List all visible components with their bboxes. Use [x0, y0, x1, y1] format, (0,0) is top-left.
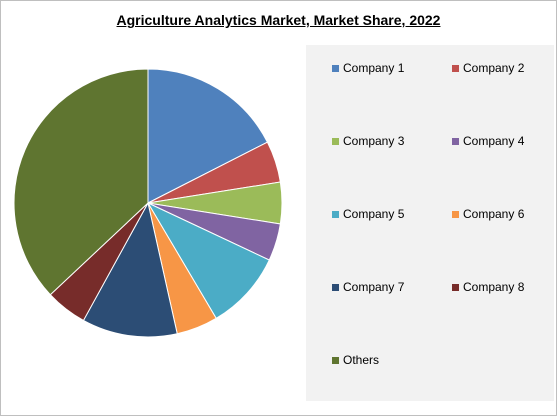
legend-item-company-6: Company 6 [452, 206, 524, 222]
pie-slice-company-1 [147, 68, 269, 204]
legend-item-company-4: Company 4 [452, 133, 524, 149]
legend-swatch [332, 137, 339, 145]
legend-swatch [332, 210, 339, 218]
pie-slice-company-7 [82, 201, 178, 338]
legend-swatch [452, 64, 459, 72]
legend-label: Company 6 [463, 207, 525, 221]
pie-slice-others [13, 68, 149, 296]
legend-label: Company 7 [343, 280, 405, 294]
legend-label: Company 2 [463, 61, 525, 75]
legend-label: Company 8 [463, 280, 525, 294]
legend-item-company-2: Company 2 [452, 60, 524, 76]
legend-swatch [332, 356, 339, 364]
legend-item-others: Others [332, 352, 379, 368]
legend-item-company-7: Company 7 [332, 279, 404, 295]
legend-swatch [452, 283, 459, 291]
legend-item-company-1: Company 1 [332, 60, 404, 76]
legend-label: Others [343, 353, 380, 367]
legend-item-company-3: Company 3 [332, 133, 404, 149]
legend-swatch [332, 64, 339, 72]
legend-label: Company 1 [343, 61, 405, 75]
chart-legend: Company 1 Company 2 Company 3 Company 4 Comp… [306, 45, 554, 401]
legend-swatch [452, 210, 459, 218]
legend-swatch [332, 283, 339, 291]
legend-label: Company 3 [343, 134, 405, 148]
legend-label: Company 4 [463, 134, 525, 148]
legend-item-company-8: Company 8 [452, 279, 524, 295]
legend-label: Company 5 [343, 207, 405, 221]
pie-slice-company-5 [146, 201, 270, 320]
legend-swatch [452, 137, 459, 145]
legend-item-company-5: Company 5 [332, 206, 404, 222]
chart-title: Agriculture Analytics Market, Market Sha… [116, 12, 441, 28]
pie-chart [13, 68, 283, 338]
